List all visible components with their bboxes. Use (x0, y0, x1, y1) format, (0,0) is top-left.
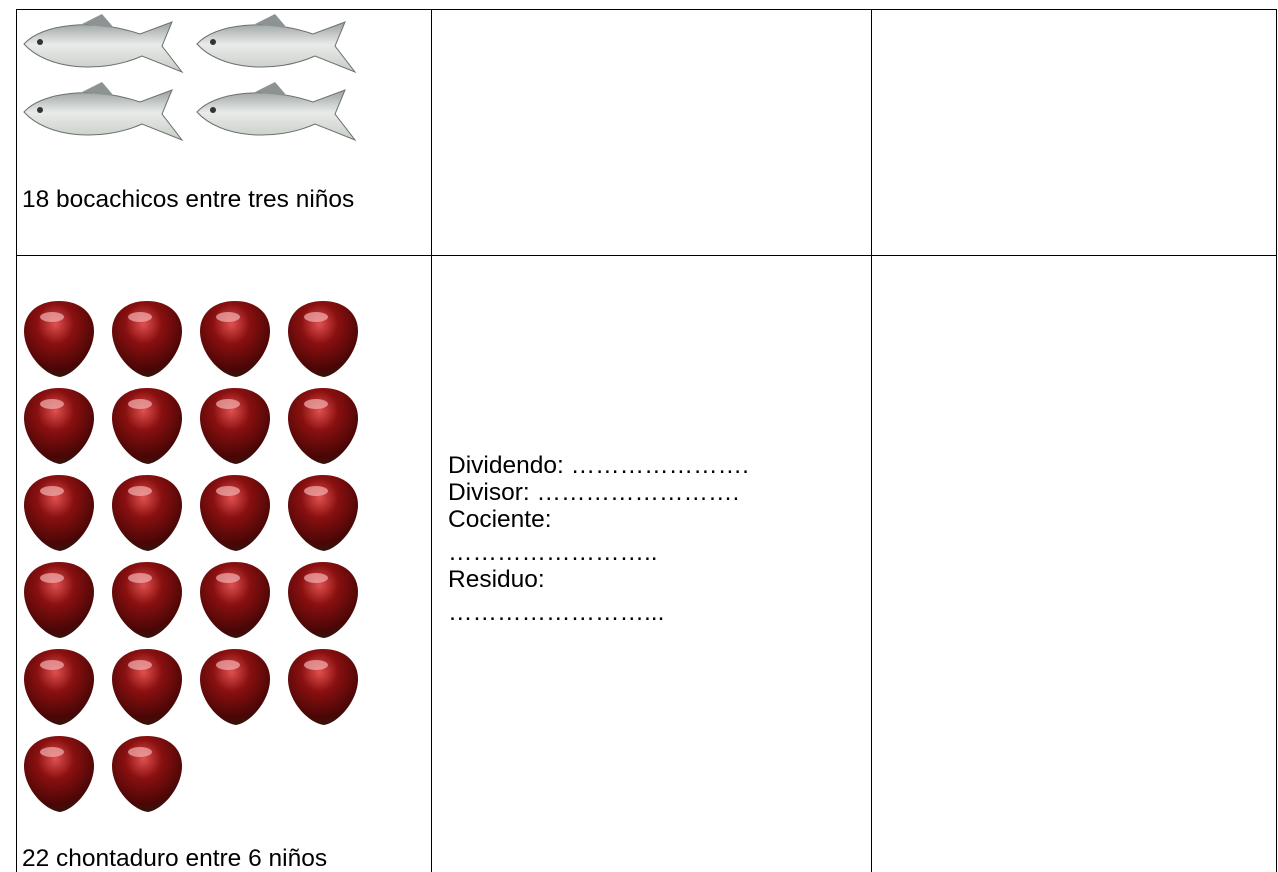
fish-picture (23, 13, 183, 73)
table-border-left (16, 9, 17, 872)
chontaduro-picture (288, 301, 358, 377)
answer-line: Dividendo: …………………. (448, 452, 749, 479)
chontaduro-picture (288, 475, 358, 551)
chontaduro-picture (288, 649, 358, 725)
chontaduro-picture (112, 649, 182, 725)
chontaduro-picture (24, 475, 94, 551)
chontaduro-picture (200, 301, 270, 377)
chontaduro-picture (24, 649, 94, 725)
answer-lines: Dividendo: …………………. Divisor: ……………………. C… (448, 452, 858, 626)
chontaduro-picture (288, 562, 358, 638)
column-divider (431, 9, 432, 872)
table-border-top (16, 9, 1277, 10)
chontaduro-picture (112, 301, 182, 377)
chontaduro-picture (288, 388, 358, 464)
chontaduro-picture (24, 301, 94, 377)
chontaduro-picture (24, 388, 94, 464)
fish-picture (196, 13, 356, 73)
fish-picture (23, 81, 183, 141)
answer-line: Residuo: (448, 566, 545, 593)
table-row-divider (16, 255, 1277, 256)
answer-line: Cociente: (448, 506, 552, 533)
table-border-right (1276, 9, 1277, 872)
chontaduro-picture (24, 562, 94, 638)
fish-picture (196, 81, 356, 141)
chontaduro-picture (112, 475, 182, 551)
chontaduro-picture (200, 562, 270, 638)
chontaduro-picture (200, 388, 270, 464)
answer-line: …………………….. (448, 539, 658, 566)
cell-caption: 22 chontaduro entre 6 niños (22, 845, 328, 872)
chontaduro-picture (200, 475, 270, 551)
cell-caption: 18 bocachicos entre tres niños (22, 186, 355, 213)
answer-line: Divisor: ……………………. (448, 479, 740, 506)
chontaduro-picture (112, 388, 182, 464)
chontaduro-picture (24, 736, 94, 812)
chontaduro-picture (200, 649, 270, 725)
chontaduro-picture (112, 736, 182, 812)
column-divider (871, 9, 872, 872)
chontaduro-picture (112, 562, 182, 638)
answer-line: ……………………... (448, 599, 665, 626)
